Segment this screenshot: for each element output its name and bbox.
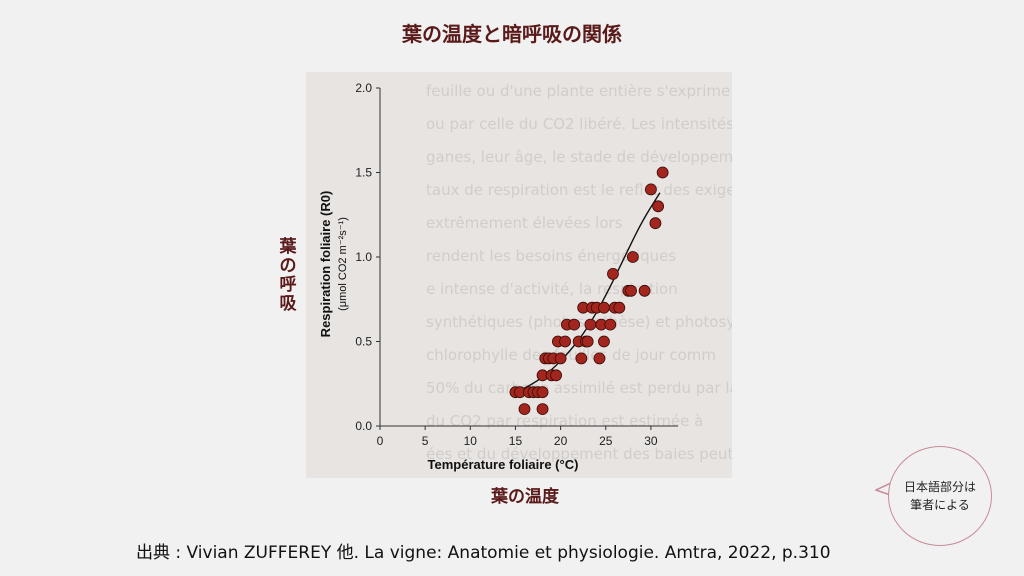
data-point xyxy=(645,183,657,196)
data-point xyxy=(593,352,606,365)
y-axis-units: (μmol CO2 m⁻²s⁻¹) xyxy=(337,217,349,311)
x-axis-label: Température foliaire (°C) xyxy=(428,457,579,472)
data-point xyxy=(550,369,562,382)
chart-figure-background: feuille ou d'une plante entière s'exprim… xyxy=(306,72,732,478)
data-point xyxy=(626,251,639,263)
data-point xyxy=(584,318,597,331)
source-citation: 出典 : Vivian ZUFFEREY 他. La vigne: Anatom… xyxy=(136,543,831,563)
background-text-line: e intense d'activité, la respiration xyxy=(426,280,678,298)
page-title: 葉の温度と暗呼吸の関係 xyxy=(402,22,622,46)
note-speech-bubble: 日本語部分は筆者による xyxy=(888,446,992,546)
data-point xyxy=(598,301,610,314)
y-tick-label: 0.0 xyxy=(355,419,372,433)
x-tick-label: 25 xyxy=(599,434,613,448)
data-point xyxy=(604,318,617,331)
data-point xyxy=(554,352,567,365)
y-tick-label: 1.0 xyxy=(355,250,372,264)
x-tick-label: 20 xyxy=(554,434,568,448)
data-point xyxy=(613,301,626,314)
x-tick-label: 30 xyxy=(644,434,658,448)
data-point xyxy=(652,200,665,213)
background-text-line: ou par celle du CO2 libéré. Les intensit… xyxy=(426,115,732,133)
data-point xyxy=(536,386,549,399)
background-text-layer: feuille ou d'une plante entière s'exprim… xyxy=(306,72,732,478)
x-tick-label: 5 xyxy=(422,434,429,448)
x-axis-label-jp: 葉の温度 xyxy=(491,487,559,507)
data-point xyxy=(568,318,581,331)
y-tick-label: 2.0 xyxy=(355,81,372,95)
data-point xyxy=(581,335,594,348)
data-point xyxy=(625,284,637,297)
y-axis-label: Respiration foliaire (R0) xyxy=(318,191,333,338)
data-point xyxy=(638,284,651,297)
scatter-chart: 0 5 10 15 20 25 30 0.0 0.5 1.0 1.5 2.0 Température … xyxy=(318,81,678,472)
background-text-line: ganes, leur âge, le stade de développeme… xyxy=(426,148,732,166)
y-axis-label-jp: 葉の呼吸 xyxy=(279,237,297,314)
data-point xyxy=(518,403,531,416)
data-point xyxy=(575,352,588,365)
data-point xyxy=(536,403,549,416)
data-point xyxy=(559,335,572,348)
y-tick-label: 0.5 xyxy=(355,335,372,349)
background-text-line: feuille ou d'une plante entière s'exprim… xyxy=(426,82,732,100)
x-tick-label: 0 xyxy=(377,434,384,448)
x-tick-label: 15 xyxy=(509,434,523,448)
background-text-line: ées et du développement des baies peut s… xyxy=(426,445,732,463)
background-text-line: chlorophylle des feuilles de jour comm xyxy=(426,346,716,364)
background-text-line: 50% du carbone assimilé est perdu par la xyxy=(426,379,732,397)
data-point xyxy=(598,335,610,348)
y-tick-label: 1.5 xyxy=(355,166,372,180)
x-tick-label: 10 xyxy=(464,434,478,448)
data-point xyxy=(649,217,662,230)
trend-curve xyxy=(515,192,661,393)
note-text: 日本語部分は筆者による xyxy=(903,480,976,512)
background-text-line: taux de respiration est le reflet des ex… xyxy=(426,181,732,199)
data-point xyxy=(607,267,619,280)
background-text-line: extrêmement élevées lors xyxy=(426,214,623,232)
background-text-line: rendent les besoins énergétiques xyxy=(426,247,677,265)
data-point xyxy=(656,166,669,179)
